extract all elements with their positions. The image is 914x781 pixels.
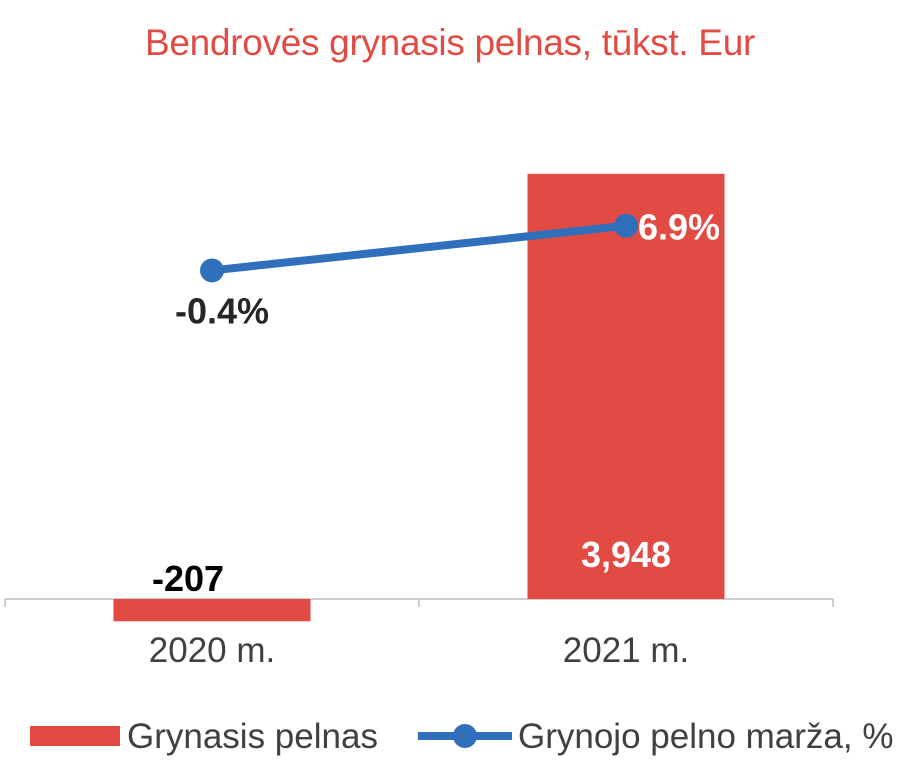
- x-tick-label: 2021 m.: [563, 631, 689, 670]
- chart-title: Bendrovės grynasis pelnas, tūkst. Eur: [145, 22, 755, 63]
- x-tick-label: 2020 m.: [149, 631, 275, 670]
- bar-data-label: -207: [152, 558, 224, 599]
- line-point: [200, 258, 224, 283]
- bar: [527, 173, 725, 599]
- legend-bar-swatch: [30, 726, 120, 746]
- bar-data-label: 3,948: [581, 534, 671, 575]
- line-point: [614, 213, 638, 238]
- line-data-label: -0.4%: [175, 290, 269, 331]
- bar: [113, 599, 311, 622]
- series-line: [208, 221, 630, 275]
- legend-line-marker: [453, 724, 477, 748]
- line-series: [200, 213, 638, 283]
- bar-series: [113, 173, 725, 622]
- legend-label: Grynojo pelno marža, %: [518, 717, 893, 756]
- legend-label: Grynasis pelnas: [127, 717, 378, 756]
- data-labels: -207 3,948 -0.4% 6.9%: [152, 207, 720, 599]
- line-data-label: 6.9%: [638, 207, 720, 248]
- legend: Grynasis pelnas Grynojo pelno marža, %: [30, 717, 893, 756]
